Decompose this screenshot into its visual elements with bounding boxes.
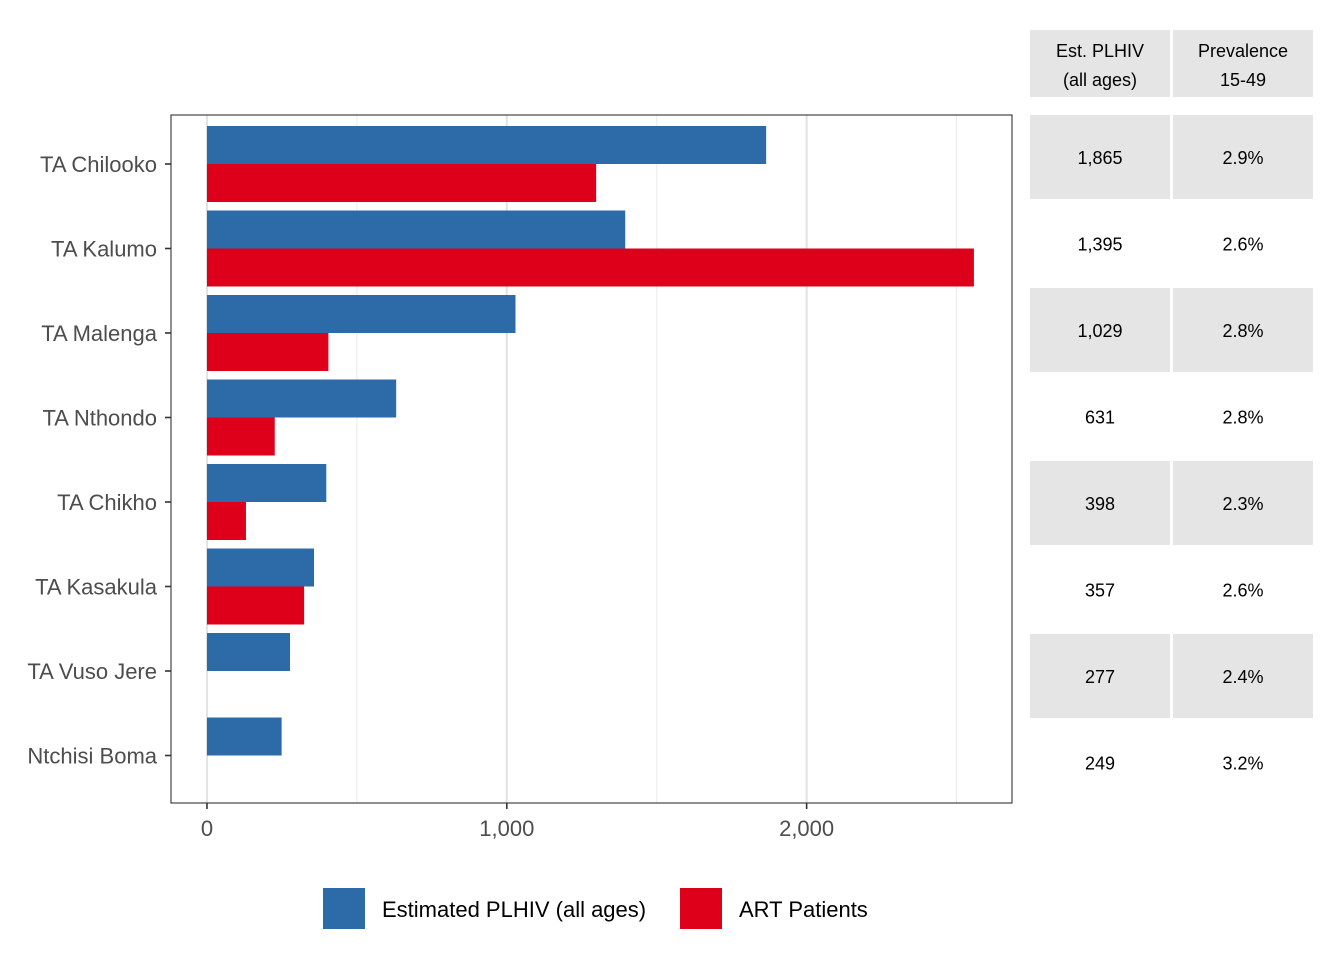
x-axis: 0 1,000 2,000 xyxy=(201,803,834,841)
y-axis: TA Chilooko TA Kalumo TA Malenga TA Nthondo… xyxy=(27,152,171,769)
side-table: Est. PLHIV (all ages) Prevalence 15-49 1,865… xyxy=(1030,30,1313,774)
table-cell-shade xyxy=(1030,115,1170,199)
bar-art xyxy=(206,586,305,625)
legend-key xyxy=(323,888,365,929)
bar-plhiv xyxy=(206,210,626,249)
bar-art xyxy=(206,164,597,202)
y-tick-label: TA Vuso Jere xyxy=(27,659,157,684)
table-cell-plhiv: 631 xyxy=(1085,408,1115,428)
table-cell-plhiv: 249 xyxy=(1085,754,1115,774)
table-cell-shade xyxy=(1030,461,1170,545)
table-header-line1: Prevalence xyxy=(1198,41,1288,61)
y-tick-label: TA Kalumo xyxy=(51,237,157,262)
table-header-line1: Est. PLHIV xyxy=(1056,41,1144,61)
bar-art xyxy=(206,248,974,287)
table-cell-shade xyxy=(1173,288,1313,372)
table-cell-prevalence: 2.4% xyxy=(1222,667,1263,687)
table-cell-prevalence: 2.3% xyxy=(1222,494,1263,514)
x-tick-label: 2,000 xyxy=(779,816,834,841)
y-tick-label: TA Nthondo xyxy=(42,406,157,431)
x-tick-label: 1,000 xyxy=(479,816,534,841)
x-tick-label: 0 xyxy=(201,816,213,841)
table-cell-prevalence: 2.9% xyxy=(1222,148,1263,168)
table-cell-shade xyxy=(1030,288,1170,372)
legend-label: Estimated PLHIV (all ages) xyxy=(382,897,646,922)
bar-plhiv xyxy=(206,126,767,164)
y-tick-label: TA Chilooko xyxy=(40,152,157,177)
y-tick-label: Ntchisi Boma xyxy=(27,744,157,769)
bar-plhiv xyxy=(206,633,291,671)
table-cell-shade xyxy=(1173,115,1313,199)
table-cell-prevalence: 2.8% xyxy=(1222,408,1263,428)
table-cell-prevalence: 2.6% xyxy=(1222,581,1263,601)
legend: Estimated PLHIV (all ages) ART Patients xyxy=(323,888,868,929)
table-cell-shade xyxy=(1173,634,1313,718)
bar-plhiv xyxy=(206,548,315,587)
legend-label: ART Patients xyxy=(739,897,868,922)
table-cell-plhiv: 1,029 xyxy=(1077,321,1122,341)
table-cell-plhiv: 277 xyxy=(1085,667,1115,687)
table-cell-prevalence: 3.2% xyxy=(1222,754,1263,774)
y-tick-label: TA Malenga xyxy=(41,321,158,346)
table-cell-prevalence: 2.6% xyxy=(1222,235,1263,255)
bar-plhiv xyxy=(206,295,516,333)
table-cell-plhiv: 357 xyxy=(1085,581,1115,601)
table-cell-shade xyxy=(1030,634,1170,718)
table-cell-shade xyxy=(1173,461,1313,545)
bar-plhiv xyxy=(206,464,327,502)
table-cell-plhiv: 398 xyxy=(1085,494,1115,514)
table-header-cell xyxy=(1173,30,1313,97)
legend-key xyxy=(680,888,722,929)
y-tick-label: TA Kasakula xyxy=(35,575,158,600)
bar-plhiv xyxy=(206,379,397,418)
bar-art xyxy=(206,333,329,371)
y-tick-label: TA Chikho xyxy=(57,490,157,515)
table-header-line2: (all ages) xyxy=(1063,70,1137,90)
bar-art xyxy=(206,502,246,540)
table-header-cell xyxy=(1030,30,1170,97)
bar-art xyxy=(206,417,275,456)
table-cell-prevalence: 2.8% xyxy=(1222,321,1263,341)
bars xyxy=(206,126,974,756)
plot-panel-border xyxy=(170,114,1013,804)
table-cell-plhiv: 1,395 xyxy=(1077,235,1122,255)
bar-plhiv xyxy=(206,717,282,756)
table-cell-plhiv: 1,865 xyxy=(1077,148,1122,168)
table-header-line2: 15-49 xyxy=(1220,70,1266,90)
